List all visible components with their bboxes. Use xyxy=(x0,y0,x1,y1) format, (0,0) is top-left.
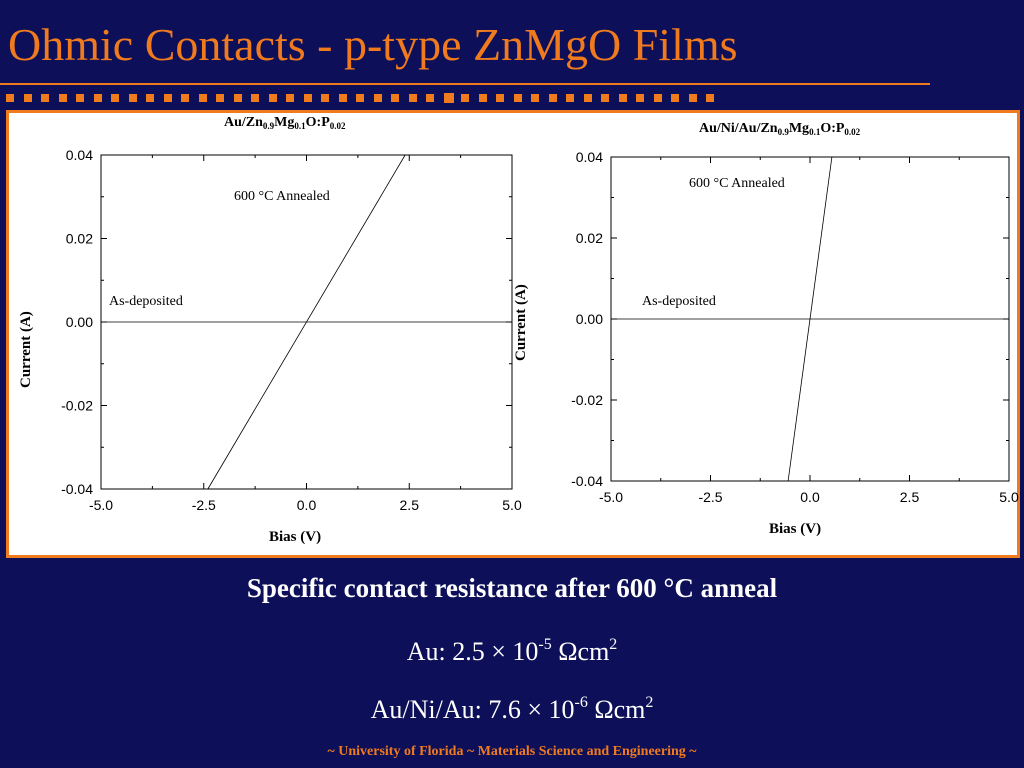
decorative-dot xyxy=(688,94,697,102)
x-tick-label: -5.0 xyxy=(599,489,623,505)
decorative-dot xyxy=(76,94,84,102)
y-tick-label: 0.02 xyxy=(66,231,93,247)
decorative-dot xyxy=(513,94,522,102)
chart-left-svg: -5.0 -2.5 0.0 2.5 5.0 0.04 0.02 0.00 -0.02 -0.04 xyxy=(61,147,522,513)
chart-left-xlabel: Bias (V) xyxy=(269,529,322,545)
chart-right-svg: -5.0 -2.5 0.0 2.5 5.0 0.04 0.02 0.00 -0.02 -0.04 xyxy=(571,149,1019,505)
chart-right-xlabel: Bias (V) xyxy=(769,521,822,537)
decorative-dot xyxy=(198,94,207,102)
y-tick-label: -0.04 xyxy=(61,481,93,497)
decorative-dot xyxy=(373,94,382,102)
y-tick-label: -0.02 xyxy=(571,392,603,408)
decorative-dot xyxy=(548,94,557,102)
decorative-dot xyxy=(566,94,574,102)
decorative-dot xyxy=(706,94,714,102)
chart-left-annealed-label: 600 °C Annealed xyxy=(234,189,330,204)
decorative-dot xyxy=(6,94,14,102)
slide-footer: ~ University of Florida ~ Materials Scie… xyxy=(327,744,697,759)
decorative-dot xyxy=(23,94,32,102)
decorative-dot xyxy=(356,94,364,102)
decorative-dot xyxy=(251,94,259,102)
y-tick-label: 0.04 xyxy=(66,147,93,163)
decorative-dot xyxy=(286,94,294,102)
decorative-dot xyxy=(636,94,644,102)
chart-left-asdep-label: As-deposited xyxy=(109,294,183,309)
decorative-dot xyxy=(233,94,242,102)
chart-right-title: Au/Ni/Au/Zn0.9Mg0.1O:P0.02 xyxy=(699,121,861,137)
decorative-dot xyxy=(478,94,487,102)
decorative-dot xyxy=(601,94,609,102)
x-tick-label: -5.0 xyxy=(89,497,113,513)
y-tick-label: 0.04 xyxy=(576,149,603,165)
y-tick-label: -0.02 xyxy=(61,398,93,414)
slide-title: Ohmic Contacts - p-type ZnMgO Films xyxy=(8,19,738,70)
x-tick-label: 2.5 xyxy=(900,489,920,505)
chart-panel: Au/Zn0.9Mg0.1O:P0.02 -5.0 -2.5 0.0 2.5 5.0 0.… xyxy=(6,110,1020,558)
y-tick-label: 0.00 xyxy=(576,311,603,327)
y-tick-label: 0.02 xyxy=(576,230,603,246)
chart-right: Au/Ni/Au/Zn0.9Mg0.1O:P0.02 -5.0 -2.5 0.0 2.… xyxy=(509,113,1019,555)
decorative-dot xyxy=(268,94,277,102)
decorative-dot xyxy=(426,94,434,102)
x-tick-label: 5.0 xyxy=(502,497,522,513)
decorative-dot xyxy=(653,94,662,102)
decorative-dot xyxy=(321,94,329,102)
decorative-dot xyxy=(443,93,454,103)
decorative-dot xyxy=(181,94,189,102)
decorative-dot xyxy=(618,94,627,102)
chart-left: Au/Zn0.9Mg0.1O:P0.02 -5.0 -2.5 0.0 2.5 5.0 0.… xyxy=(9,113,522,555)
decorative-dot xyxy=(163,94,172,102)
decorative-dot xyxy=(671,94,679,102)
x-tick-label: -2.5 xyxy=(192,497,216,513)
decorative-dot xyxy=(531,94,539,102)
x-tick-label: 5.0 xyxy=(999,489,1019,505)
chart-right-asdep-label: As-deposited xyxy=(642,294,716,309)
decorative-dot xyxy=(216,94,224,102)
chart-left-title: Au/Zn0.9Mg0.1O:P0.02 xyxy=(224,115,346,131)
y-tick-label: 0.00 xyxy=(66,314,93,330)
decorative-dot xyxy=(391,94,399,102)
decorative-dot xyxy=(408,94,417,102)
decorative-dot xyxy=(303,94,312,102)
y-tick-label: -0.04 xyxy=(571,473,603,489)
x-tick-label: -2.5 xyxy=(698,489,722,505)
caption-heading: Specific contact resistance after 600 °C… xyxy=(246,573,778,603)
decorative-dot xyxy=(461,94,469,102)
decorative-dot xyxy=(338,94,347,102)
caption-au: Au: 2.5 × 10-5 Ωcm2 xyxy=(406,636,618,666)
title-divider xyxy=(0,83,930,85)
chart-right-annealed-label: 600 °C Annealed xyxy=(689,176,785,191)
chart-left-ylabel: Current (A) xyxy=(18,311,34,388)
x-tick-label: 2.5 xyxy=(400,497,420,513)
x-tick-label: 0.0 xyxy=(297,497,317,513)
decorative-dot-row xyxy=(6,93,726,103)
x-tick-label: 0.0 xyxy=(800,489,820,505)
decorative-dot xyxy=(93,94,102,102)
decorative-dot xyxy=(583,94,592,102)
decorative-dot xyxy=(58,94,67,102)
decorative-dot xyxy=(111,94,119,102)
decorative-dot xyxy=(146,94,154,102)
decorative-dot xyxy=(496,94,504,102)
decorative-dot xyxy=(41,94,49,102)
caption-au-ni-au: Au/Ni/Au: 7.6 × 10-6 Ωcm2 xyxy=(370,694,654,724)
chart-right-ylabel: Current (A) xyxy=(513,284,529,361)
decorative-dot xyxy=(128,94,137,102)
